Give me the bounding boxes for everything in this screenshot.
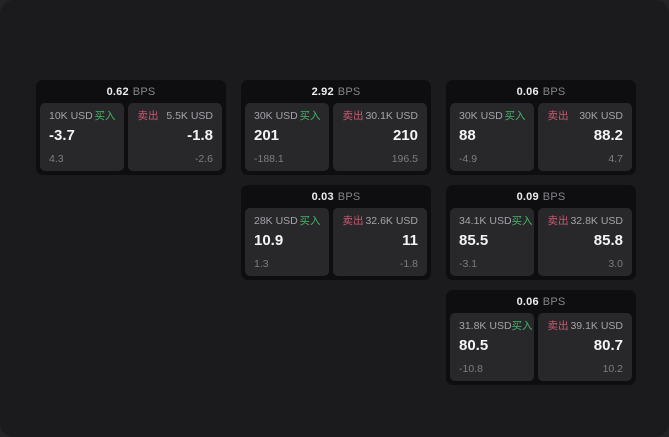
quote-card: 0.06 BPS 31.8K USD 买入 80.5 -10.8 卖出 39.1… [446,290,636,385]
sell-panel[interactable]: 卖出 30.1K USD 210 196.5 [333,103,427,171]
sell-delta: -2.6 [194,153,213,165]
buy-delta: 4.3 [49,153,64,165]
sell-panel[interactable]: 卖出 30K USD 88.2 4.7 [538,103,632,171]
bps-value: 0.09 [516,190,539,203]
bps-value: 0.62 [106,85,129,98]
sell-amount: 30.1K USD [365,110,418,122]
buy-panel[interactable]: 30K USD 买入 88 -4.9 [450,103,535,171]
bps-unit-label: BPS [542,190,566,203]
buy-delta: -4.9 [459,153,478,165]
sell-delta: 196.5 [391,153,418,165]
bps-value: 0.06 [516,295,539,308]
buy-price: -3.7 [49,127,75,144]
sell-amount: 39.1K USD [570,320,623,332]
buy-amount: 31.8K USD [459,320,512,332]
bps-value: 0.06 [516,85,539,98]
buy-amount: 34.1K USD [459,215,512,227]
buy-price: 88 [459,127,476,144]
sell-panel[interactable]: 卖出 32.8K USD 85.8 3.0 [538,208,632,276]
sell-delta: 10.2 [602,363,623,375]
buy-panel[interactable]: 28K USD 买入 10.9 1.3 [245,208,330,276]
quote-grid: 0.62 BPS 10K USD 买入 -3.7 4.3 卖出 5.5K USD… [36,80,636,385]
quote-panels: 31.8K USD 买入 80.5 -10.8 卖出 39.1K USD 80.… [446,313,636,385]
sell-delta: -1.8 [399,258,418,270]
sell-panel[interactable]: 卖出 39.1K USD 80.7 10.2 [538,313,632,381]
buy-panel[interactable]: 31.8K USD 买入 80.5 -10.8 [450,313,535,381]
sell-price: 11 [402,232,418,249]
buy-panel[interactable]: 10K USD 买入 -3.7 4.3 [40,103,125,171]
sell-side-label: 卖出 [547,320,569,332]
buy-panel[interactable]: 30K USD 买入 201 -188.1 [245,103,330,171]
buy-delta: 1.3 [254,258,269,270]
bps-value: 0.03 [311,190,334,203]
sell-amount: 30K USD [579,110,623,122]
bps-header: 0.06 BPS [446,290,636,313]
buy-side-label: 买入 [511,320,533,332]
bps-unit-label: BPS [337,85,361,98]
sell-price: 85.8 [593,232,623,249]
sell-delta: 3.0 [608,258,623,270]
sell-amount: 32.6K USD [365,215,418,227]
sell-price: 88.2 [593,127,623,144]
buy-side-label: 买入 [299,215,321,227]
bps-header: 0.62 BPS [36,80,226,103]
buy-price: 10.9 [254,232,284,249]
buy-delta: -188.1 [254,153,284,165]
sell-side-label: 卖出 [547,110,569,122]
bps-header: 2.92 BPS [241,80,431,103]
sell-price: 80.7 [593,337,623,354]
buy-amount: 10K USD [49,110,93,122]
quote-panels: 10K USD 买入 -3.7 4.3 卖出 5.5K USD -1.8 -2.… [36,103,226,175]
bps-header: 0.06 BPS [446,80,636,103]
bps-value: 2.92 [311,85,334,98]
sell-amount: 32.8K USD [570,215,623,227]
sell-panel[interactable]: 卖出 32.6K USD 11 -1.8 [333,208,427,276]
sell-amount: 5.5K USD [166,110,213,122]
buy-price: 85.5 [459,232,489,249]
buy-side-label: 买入 [299,110,321,122]
quote-card: 0.06 BPS 30K USD 买入 88 -4.9 卖出 30K USD 8… [446,80,636,175]
sell-side-label: 卖出 [342,110,364,122]
bps-unit-label: BPS [542,85,566,98]
sell-side-label: 卖出 [342,215,364,227]
sell-price: -1.8 [187,127,213,144]
quote-card: 0.03 BPS 28K USD 买入 10.9 1.3 卖出 32.6K US… [241,185,431,280]
sell-delta: 4.7 [608,153,623,165]
sell-side-label: 卖出 [547,215,569,227]
bps-unit-label: BPS [132,85,156,98]
quote-panels: 34.1K USD 买入 85.5 -3.1 卖出 32.8K USD 85.8… [446,208,636,280]
buy-price: 80.5 [459,337,489,354]
buy-price: 201 [254,127,280,144]
buy-panel[interactable]: 34.1K USD 买入 85.5 -3.1 [450,208,535,276]
buy-side-label: 买入 [504,110,526,122]
sell-panel[interactable]: 卖出 5.5K USD -1.8 -2.6 [128,103,222,171]
quote-panels: 30K USD 买入 88 -4.9 卖出 30K USD 88.2 4.7 [446,103,636,175]
bps-header: 0.09 BPS [446,185,636,208]
buy-amount: 30K USD [459,110,503,122]
buy-side-label: 买入 [94,110,116,122]
buy-side-label: 买入 [511,215,533,227]
buy-delta: -3.1 [459,258,478,270]
buy-amount: 30K USD [254,110,298,122]
sell-price: 210 [392,127,418,144]
quote-card: 0.62 BPS 10K USD 买入 -3.7 4.3 卖出 5.5K USD… [36,80,226,175]
bps-header: 0.03 BPS [241,185,431,208]
sell-side-label: 卖出 [137,110,159,122]
buy-amount: 28K USD [254,215,298,227]
quote-panels: 28K USD 买入 10.9 1.3 卖出 32.6K USD 11 -1.8 [241,208,431,280]
bps-unit-label: BPS [542,295,566,308]
bps-unit-label: BPS [337,190,361,203]
quote-card: 0.09 BPS 34.1K USD 买入 85.5 -3.1 卖出 32.8K… [446,185,636,280]
quote-panels: 30K USD 买入 201 -188.1 卖出 30.1K USD 210 1… [241,103,431,175]
quote-card: 2.92 BPS 30K USD 买入 201 -188.1 卖出 30.1K … [241,80,431,175]
buy-delta: -10.8 [459,363,483,375]
